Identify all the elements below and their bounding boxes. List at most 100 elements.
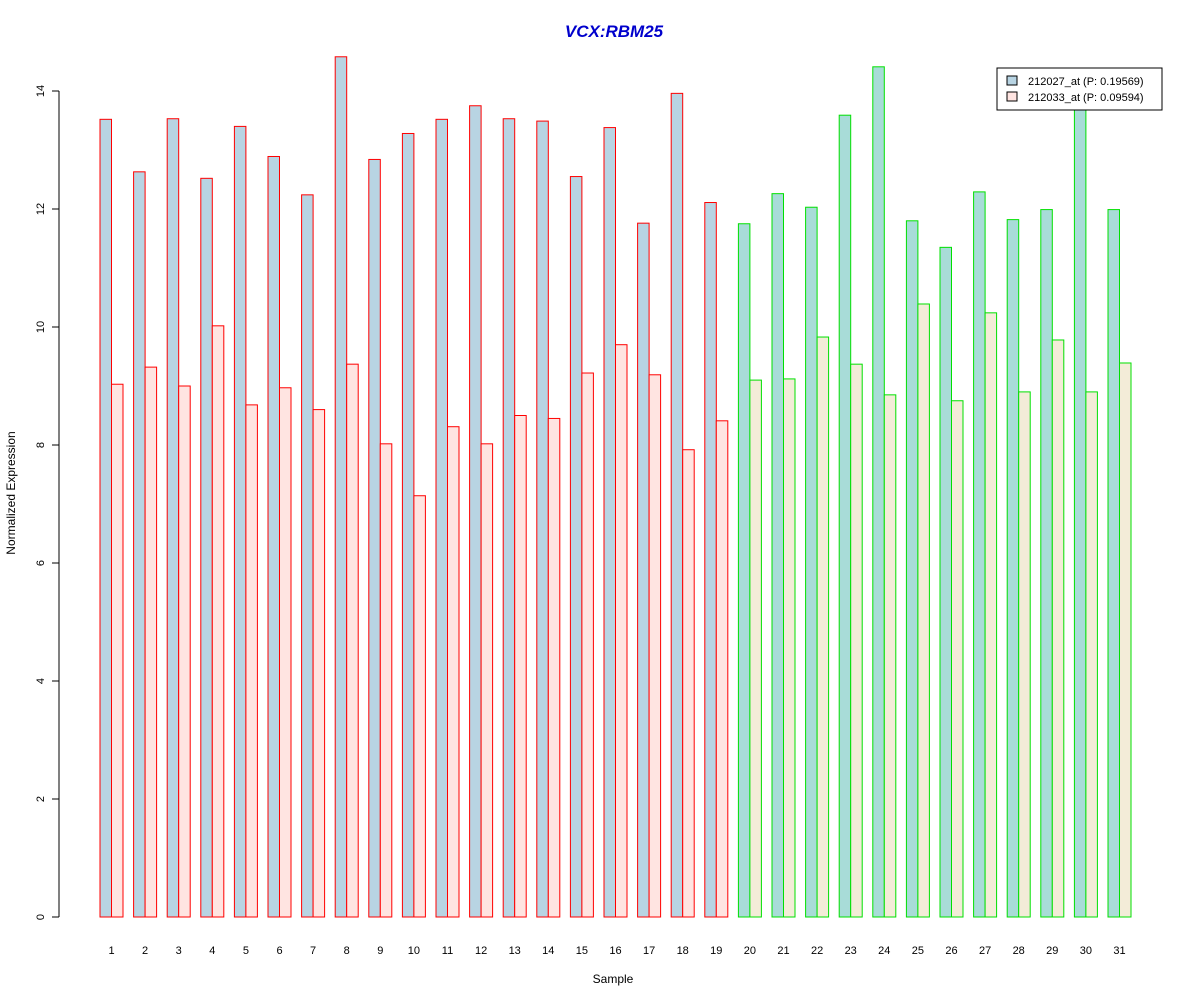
bar-212033-at [514, 415, 527, 918]
bar-212027-at [301, 194, 314, 918]
x-tick-label: 17 [643, 945, 655, 957]
bar-212027-at [368, 158, 381, 918]
bar-212033-at [1119, 362, 1132, 918]
bar-212027-at [737, 223, 751, 918]
bar-212033-at [984, 312, 998, 918]
x-tick-label: 21 [777, 945, 789, 957]
x-tick-label: 15 [576, 945, 588, 957]
bar-212027-at [267, 155, 280, 918]
bar-212033-at [883, 394, 897, 918]
x-tick-label: 29 [1046, 945, 1058, 957]
x-tick-label: 5 [243, 945, 249, 957]
bar-212033-at [850, 363, 863, 918]
bar-212033-at [480, 443, 494, 918]
x-tick-label: 6 [276, 945, 282, 957]
bar-212027-at [200, 177, 213, 918]
bar-212033-at [111, 383, 124, 918]
y-tick-label: 2 [35, 796, 47, 802]
x-tick-label: 22 [811, 945, 823, 957]
bar-212027-at [838, 114, 852, 918]
x-tick-label: 8 [344, 945, 350, 957]
x-tick-label: 11 [442, 945, 453, 957]
x-tick-label: 31 [1113, 945, 1125, 957]
bar-212027-at [1040, 209, 1053, 918]
y-tick-label: 12 [35, 203, 47, 215]
bar-212027-at [603, 127, 616, 918]
legend-swatch [1006, 75, 1018, 86]
bar-212027-at [704, 202, 717, 918]
bar-212033-at [547, 417, 561, 918]
bar-212027-at [1073, 104, 1087, 918]
legend: 212027_at (P: 0.19569) 212033_at (P: 0.09… [996, 67, 1163, 111]
bar-212027-at [569, 176, 583, 918]
x-axis-label: Sample [593, 972, 634, 986]
x-tick-label: 16 [609, 945, 621, 957]
y-tick-label: 14 [35, 85, 47, 97]
bar-212033-at [783, 378, 796, 918]
x-tick-label: 3 [176, 945, 182, 957]
x-tick-label: 18 [677, 945, 689, 957]
bar-212027-at [1006, 219, 1020, 918]
bar-212027-at [872, 66, 885, 918]
bar-212027-at [670, 92, 684, 918]
bar-212033-at [816, 336, 830, 918]
bar-212033-at [312, 409, 326, 918]
x-axis-tick-labels: 1 2 3 4 5 6 7 8 9 10 11 12 13 14 15 16 17 18 19 20 21 22 23 24 2… [108, 945, 1125, 957]
x-tick-label: 28 [1013, 945, 1025, 957]
legend-swatch [1006, 91, 1018, 102]
bar-212027-at [1107, 209, 1120, 918]
bar-212027-at [435, 118, 448, 918]
y-tick-label: 6 [35, 560, 47, 566]
bar-212027-at [502, 118, 516, 918]
bar-212033-at [245, 404, 258, 918]
chart-title: VCX:RBM25 [565, 22, 664, 41]
bar-212033-at [749, 379, 762, 918]
x-tick-label: 4 [209, 945, 215, 957]
bar-212033-at [648, 374, 662, 918]
x-tick-label: 2 [142, 945, 148, 957]
bar-212033-at [413, 495, 426, 918]
bar-212033-at [581, 372, 594, 918]
bar-212033-at [211, 325, 225, 918]
bar-212027-at [637, 222, 650, 918]
bar-212033-at [1018, 391, 1031, 918]
bar-212033-at [715, 420, 729, 918]
bar-212033-at [279, 387, 292, 918]
x-tick-label: 9 [377, 945, 383, 957]
bar-212027-at [536, 120, 549, 918]
x-tick-label: 12 [475, 945, 487, 957]
bar-212027-at [973, 191, 986, 918]
bar-212027-at [233, 125, 247, 918]
bar-212027-at [905, 220, 919, 918]
bar-212033-at [379, 443, 393, 918]
bar-212027-at [334, 56, 348, 918]
bar-212033-at [682, 449, 695, 918]
bar-212027-at [166, 118, 180, 918]
legend-box [996, 67, 1163, 111]
bar-212033-at [178, 385, 191, 918]
bar-212027-at [939, 246, 952, 918]
bar-212033-at [144, 366, 158, 918]
x-tick-label: 24 [878, 945, 890, 957]
y-tick-label: 10 [35, 321, 47, 333]
x-tick-label: 10 [408, 945, 420, 957]
bar-212033-at [615, 344, 628, 918]
bar-212033-at [346, 363, 359, 918]
bars [99, 56, 1132, 918]
legend-label: 212033_at (P: 0.09594) [1028, 92, 1144, 104]
x-tick-label: 26 [945, 945, 957, 957]
x-tick-label: 23 [845, 945, 857, 957]
bar-212027-at [401, 132, 415, 918]
x-tick-label: 27 [979, 945, 991, 957]
y-axis: 0 2 4 6 8 10 12 14 [35, 85, 60, 920]
bar-212027-at [99, 118, 112, 918]
bar-212033-at [951, 400, 964, 918]
bar-212033-at [1051, 339, 1065, 918]
bar-212033-at [917, 303, 930, 918]
x-tick-label: 19 [710, 945, 722, 957]
x-tick-label: 20 [744, 945, 756, 957]
bar-212033-at [447, 426, 460, 918]
y-tick-label: 8 [35, 442, 47, 448]
x-tick-label: 13 [509, 945, 521, 957]
